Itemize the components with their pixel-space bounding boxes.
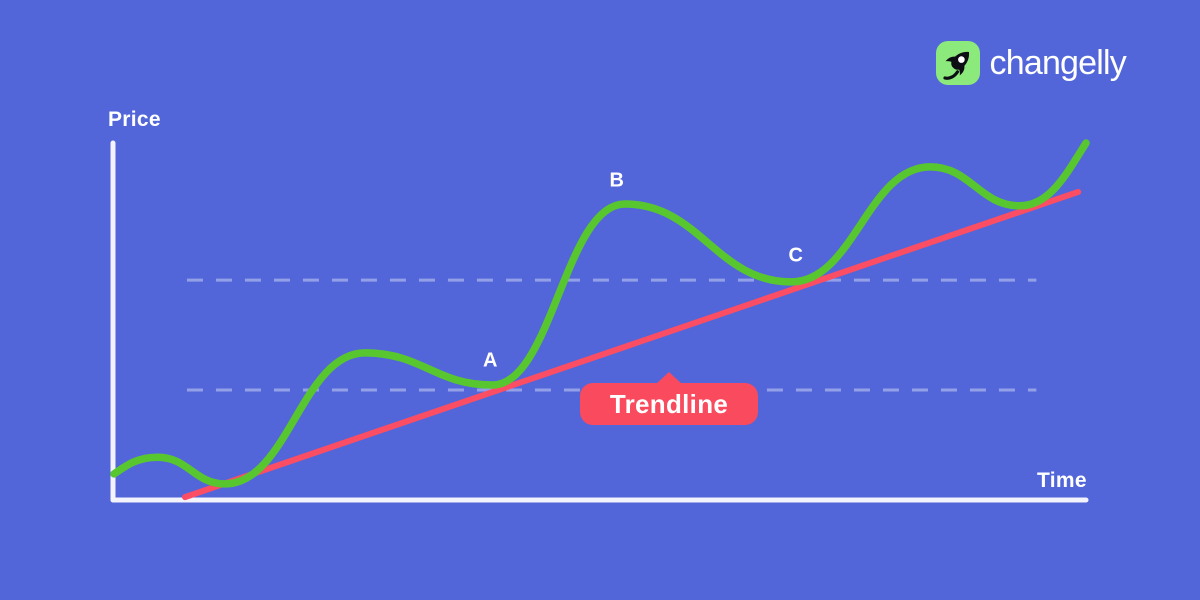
trendline-line (182, 188, 1082, 501)
point-label-b: B (609, 169, 625, 192)
point-label-a: A (483, 349, 498, 372)
trendline-badge-label: Trendline (609, 388, 729, 419)
price-curve (110, 139, 1090, 488)
badge-pointer-up-icon (655, 372, 683, 385)
brand-name: changelly (989, 44, 1127, 82)
x-axis-label: Time (1037, 469, 1087, 492)
trendline-badge: Trendline (580, 372, 758, 425)
brand-logo: changelly (935, 41, 1127, 85)
point-label-c: C (788, 244, 804, 267)
y-axis-label: Price (108, 108, 161, 131)
rocket-logo-icon (935, 41, 980, 85)
